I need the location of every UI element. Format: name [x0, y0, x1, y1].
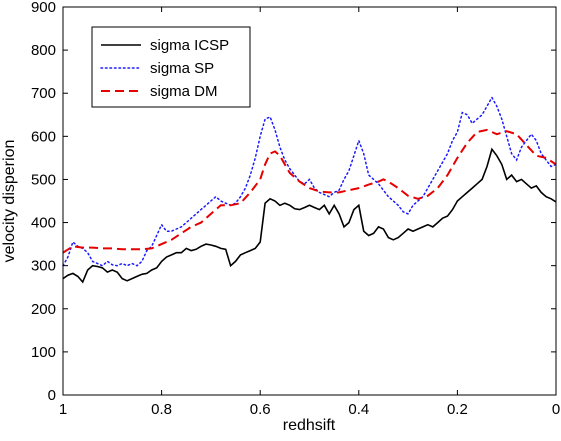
legend-box	[91, 26, 251, 108]
y-tick-label: 100	[31, 344, 56, 361]
x-tick-label: 0.6	[250, 401, 271, 418]
y-axis: 0 100 200 300 400 500 600 700 800 900	[31, 0, 556, 404]
y-tick-label: 600	[31, 128, 56, 145]
x-axis-label: redhsift	[283, 417, 336, 434]
x-axis: 1 0.8 0.6 0.4 0.2 0	[59, 7, 560, 418]
x-tick-label: 1	[59, 401, 67, 418]
legend-label: sigma SP	[150, 60, 214, 77]
y-tick-label: 300	[31, 258, 56, 275]
y-tick-label: 0	[48, 387, 56, 404]
y-tick-label: 500	[31, 171, 56, 188]
legend-label: sigma ICSP	[150, 37, 229, 54]
plot-area	[62, 95, 557, 284]
y-tick-label: 900	[31, 0, 56, 16]
y-tick-label: 200	[31, 301, 56, 318]
x-tick-label: 0.8	[151, 401, 172, 418]
y-axis-label: velocity disperion	[1, 140, 18, 263]
series-line-sigma-sp	[62, 95, 557, 267]
x-tick-label: 0.2	[447, 401, 468, 418]
axes-frame	[62, 6, 557, 396]
x-tick-label: 0.4	[348, 401, 369, 418]
y-tick-label: 700	[31, 85, 56, 102]
legend: sigma ICSP sigma SP sigma DM	[91, 26, 251, 108]
y-tick-label: 800	[31, 42, 56, 59]
series-line-sigma-dm	[62, 128, 557, 254]
y-tick-label: 400	[31, 215, 56, 232]
x-tick-label: 0	[552, 401, 560, 418]
series-line-sigma-icsp	[62, 147, 557, 284]
legend-label: sigma DM	[150, 83, 218, 100]
